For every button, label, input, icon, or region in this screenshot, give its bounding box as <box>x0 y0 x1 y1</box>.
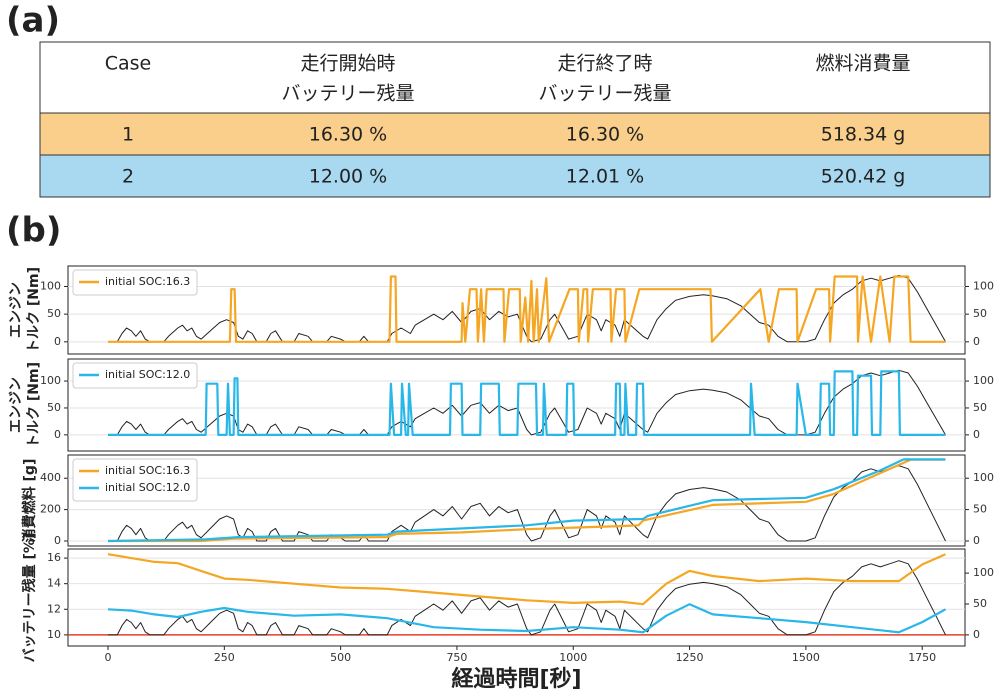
legend-label: initial SOC:16.3 <box>105 464 190 477</box>
data-line <box>108 458 946 543</box>
x-tick-label: 750 <box>446 651 467 664</box>
y-tick-label: 0 <box>54 534 61 547</box>
legend-label: initial SOC:12.0 <box>105 368 190 381</box>
y-axis-label: エンジン <box>8 377 24 433</box>
legend-label: initial SOC:12.0 <box>105 481 190 494</box>
data-line <box>107 553 946 606</box>
legend-box <box>72 458 198 502</box>
y2-tick-label: 50 <box>973 307 987 320</box>
data-line <box>108 560 946 636</box>
table-header: 走行終了時 <box>557 53 652 75</box>
y-axis-label: 消費燃料 [g] <box>21 459 38 543</box>
y2-tick-label: 50 <box>973 503 987 516</box>
data-line <box>107 603 947 634</box>
y-tick-label: 400 <box>40 471 61 484</box>
y-tick-label: 10 <box>47 628 61 641</box>
y-tick-label: 0 <box>54 428 61 441</box>
y2-tick-label: 100 <box>973 374 994 387</box>
x-tick-label: 0 <box>105 651 112 664</box>
y-axis-label: バッテリー残量 [%] <box>21 533 38 663</box>
table-cell: 520.42 g <box>821 166 906 188</box>
y2-tick-label: 100 <box>973 566 994 579</box>
table-header: バッテリー残量 <box>538 83 671 105</box>
x-tick-label: 1500 <box>792 651 820 664</box>
legend-label: initial SOC:16.3 <box>105 275 190 288</box>
data-line <box>107 458 946 543</box>
table-header: 燃料消費量 <box>815 53 910 75</box>
x-tick-label: 250 <box>214 651 235 664</box>
y-tick-label: 100 <box>40 279 61 292</box>
x-tick-label: 1250 <box>676 651 704 664</box>
table-header: 走行開始時 <box>300 53 395 75</box>
y-tick-label: 16 <box>47 551 61 564</box>
table-header: バッテリー残量 <box>281 83 414 105</box>
table-cell: 2 <box>122 166 134 188</box>
table-header: Case <box>105 53 152 75</box>
legend-box <box>72 362 198 389</box>
y-tick-label: 200 <box>40 503 61 516</box>
table-cell: 16.30 % <box>566 124 645 146</box>
plot-frame <box>67 454 966 547</box>
y2-tick-label: 0 <box>973 428 980 441</box>
table-row-bg <box>39 154 991 198</box>
y-tick-label: 50 <box>47 307 61 320</box>
table-cell: 1 <box>122 124 134 146</box>
y2-tick-label: 50 <box>973 597 987 610</box>
legend-box <box>72 269 198 296</box>
y-tick-label: 14 <box>47 577 61 590</box>
data-line <box>108 274 946 343</box>
table-cell: 518.34 g <box>821 124 906 146</box>
data-line <box>108 369 946 436</box>
x-tick-label: 500 <box>330 651 351 664</box>
y-tick-label: 12 <box>47 602 61 615</box>
table-row-bg <box>39 112 991 156</box>
y2-tick-label: 100 <box>973 471 994 484</box>
table-cell: 12.00 % <box>309 166 388 188</box>
data-line <box>108 465 946 542</box>
panel-label: (a) <box>6 1 60 41</box>
x-tick-label: 1000 <box>559 651 587 664</box>
data-line <box>108 370 946 436</box>
y2-tick-label: 0 <box>973 335 980 348</box>
table-cell: 16.30 % <box>309 124 388 146</box>
data-line <box>108 275 946 343</box>
y2-tick-label: 0 <box>973 534 980 547</box>
y2-tick-label: 50 <box>973 401 987 414</box>
x-axis-label: 経過時間[秒] <box>451 666 581 692</box>
y-tick-label: 100 <box>40 374 61 387</box>
y-axis-label: トルク [Nm] <box>26 267 42 353</box>
y2-tick-label: 100 <box>973 279 994 292</box>
table-cell: 12.01 % <box>566 166 645 188</box>
y-axis-label: トルク [Nm] <box>26 362 42 448</box>
y2-tick-label: 0 <box>973 628 980 641</box>
panel-label: (b) <box>6 211 61 251</box>
x-tick-label: 1750 <box>908 651 936 664</box>
y-axis-label: エンジン <box>8 282 24 338</box>
y-tick-label: 0 <box>54 335 61 348</box>
y-tick-label: 50 <box>47 401 61 414</box>
